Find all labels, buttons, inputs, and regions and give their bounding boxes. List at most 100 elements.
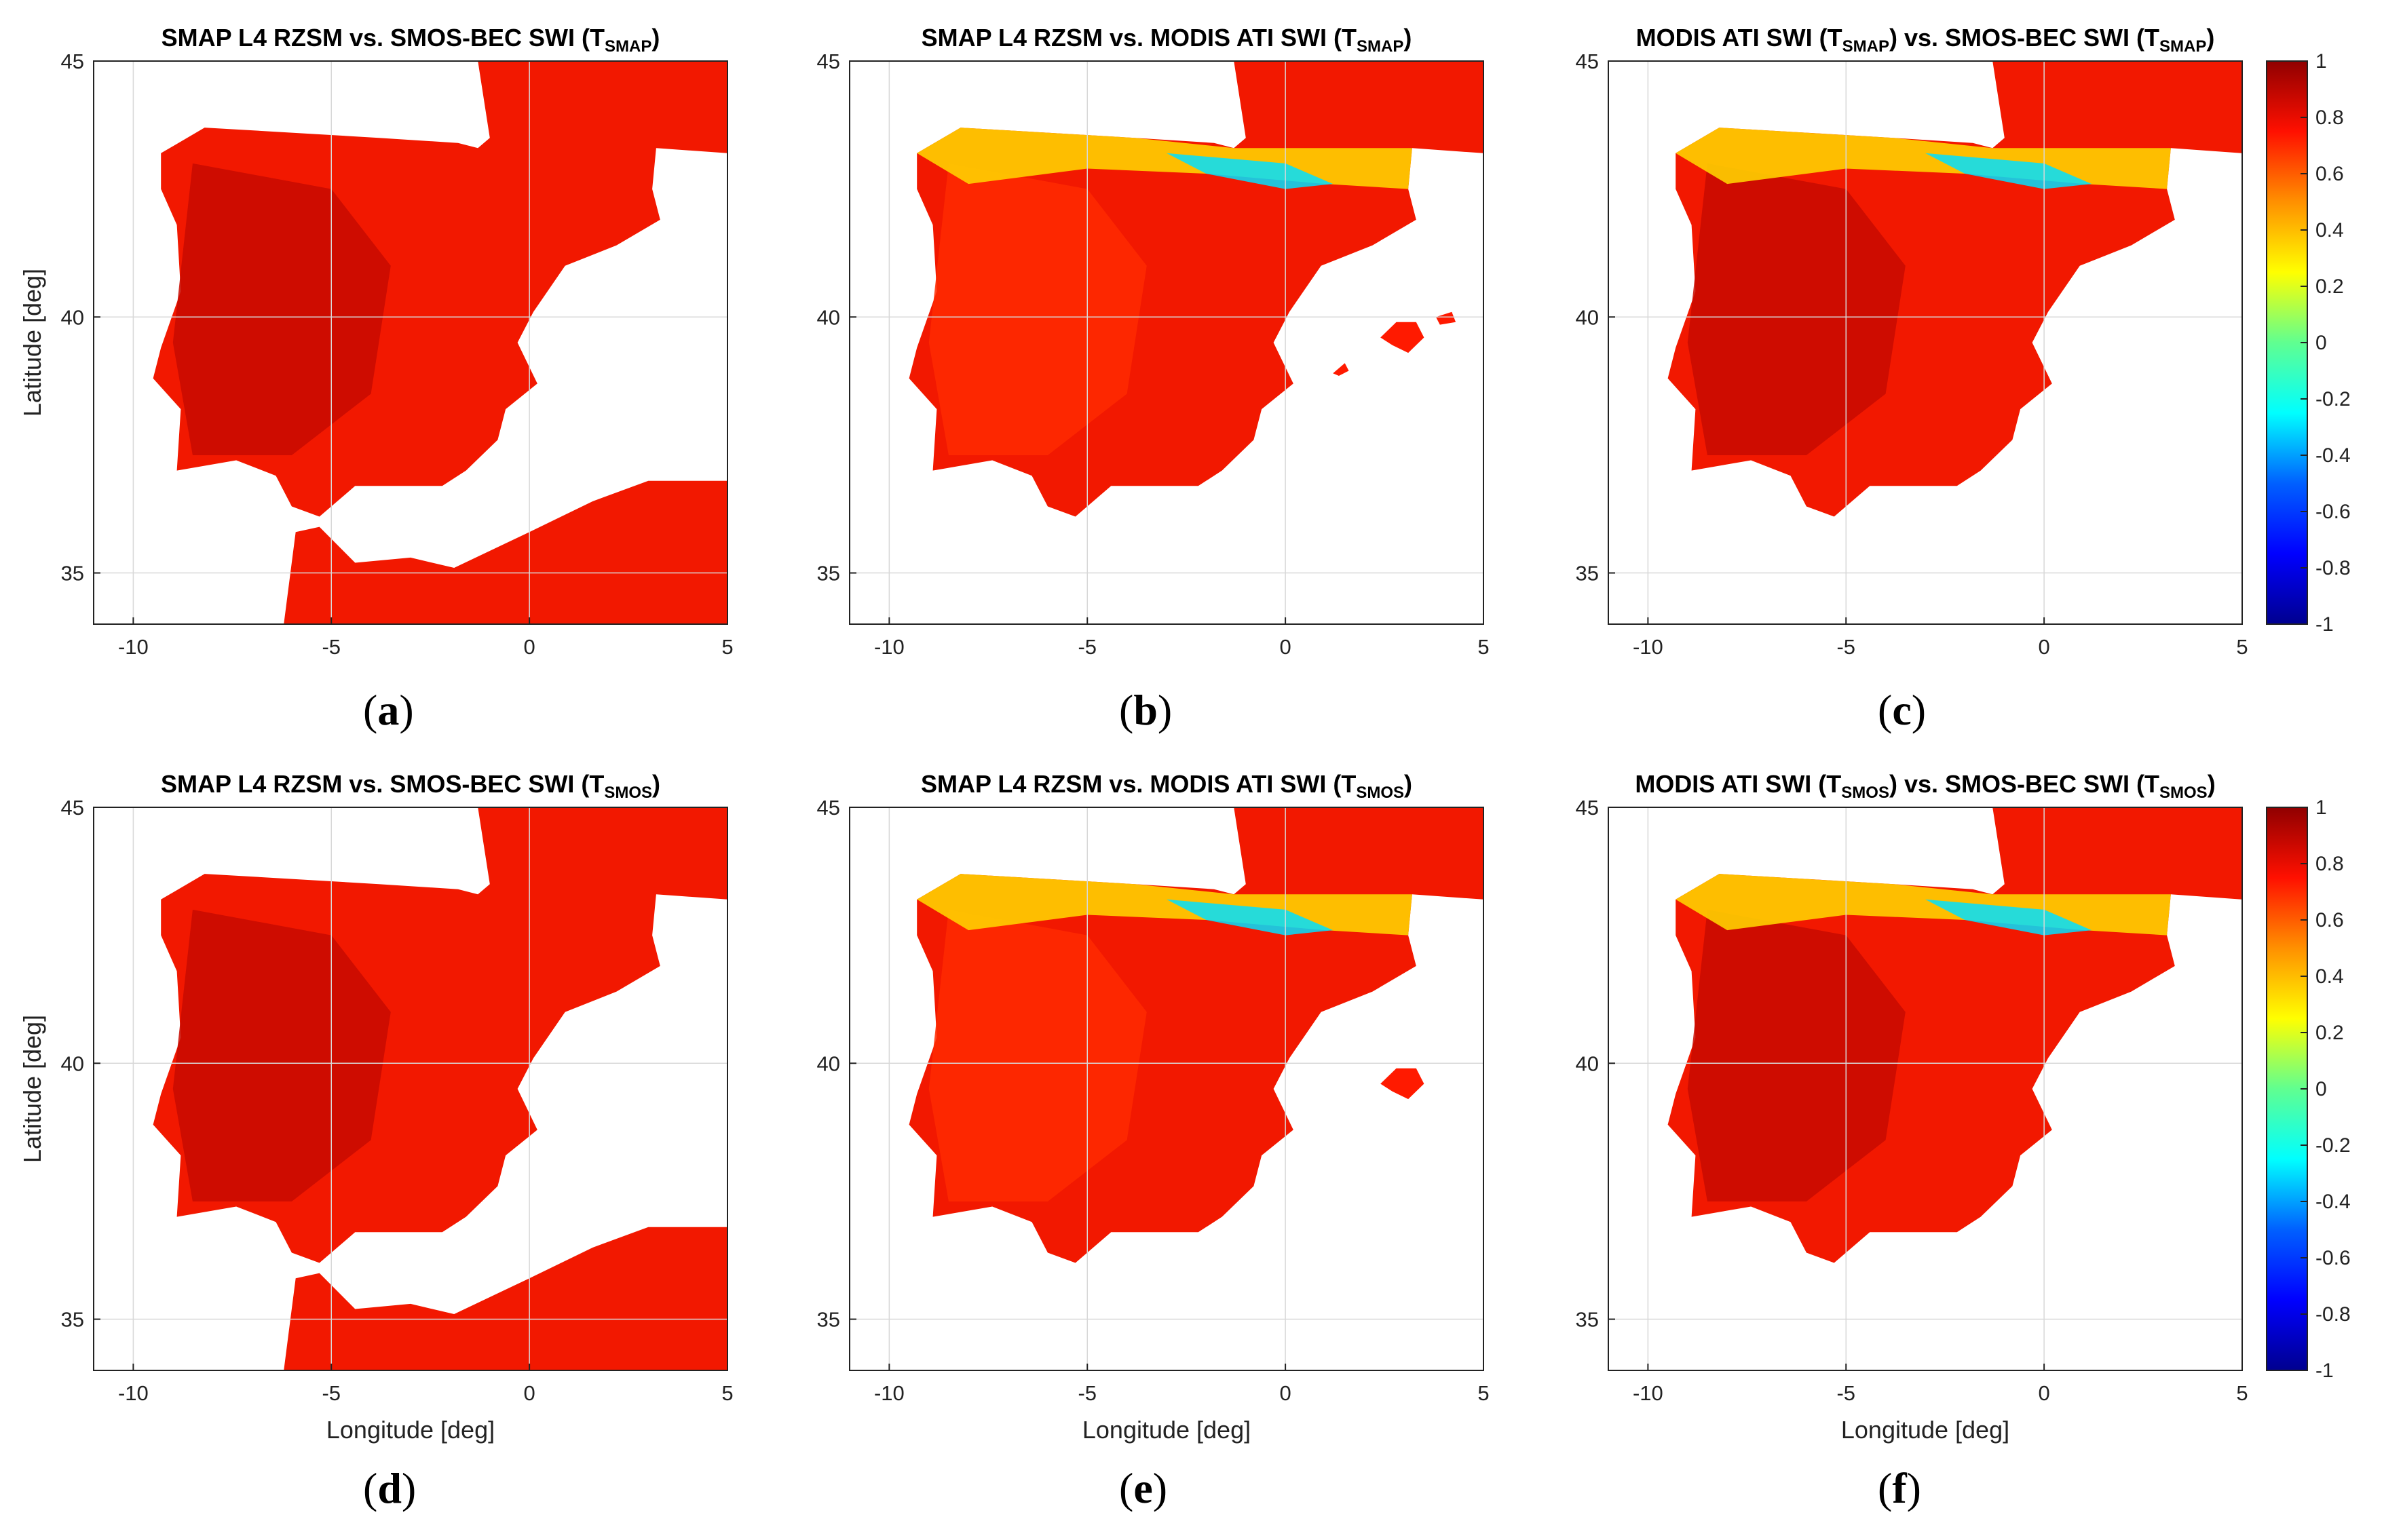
map-layer [909,61,1483,517]
balearic-island-field [1380,1068,1424,1100]
high-correlation-region [928,909,1147,1201]
negative-correlation-patch [1167,899,1333,936]
map-layer [153,807,727,1370]
panel-a: SMAP L4 RZSM vs. SMOS-BEC SWI (TSMAP) -10… [18,24,734,734]
letter-paren-close: ) [1912,686,1926,734]
x-tick-label: 5 [1477,635,1489,659]
colorbar-tick-label: 0.2 [2315,275,2344,298]
balearic-island-field [1333,363,1349,376]
y-tick-label: 35 [1576,562,1599,585]
title-text: SMAP L4 RZSM vs. MODIS ATI SWI (T [922,24,1357,52]
x-tick-label: 0 [524,1381,535,1405]
panel-letter: (a) [363,686,414,734]
letter-id: f [1892,1464,1907,1512]
title-text: ) [1404,770,1412,798]
letter-paren-open: ( [1119,686,1133,734]
panel-letter: (b) [1119,686,1172,734]
colorbar-tick-label: 0.4 [2315,965,2344,988]
y-tick-label: 45 [61,796,84,820]
letter-id: c [1892,686,1911,734]
title-text: SMAP L4 RZSM vs. SMOS-BEC SWI (T [162,24,605,52]
x-tick-label: 0 [2039,635,2050,659]
colorbar-tick-label: -1 [2315,1360,2334,1382]
y-tick-label: 40 [61,305,84,329]
negative-correlation-patch [1925,153,2092,189]
y-tick-label: 40 [1576,1052,1599,1075]
x-tick-label: -5 [1078,635,1097,659]
panel-title: MODIS ATI SWI (TSMAP) vs. SMOS-BEC SWI (… [1636,24,2215,56]
x-tick-label: -5 [322,1381,341,1405]
letter-paren-close: ) [1158,686,1172,734]
axes-box [849,60,1484,625]
title-text: ) vs. SMOS-BEC SWI (T [1889,24,2159,52]
title-subscript: SMAP [1357,37,1403,56]
colorbar-tick-label: 0.8 [2315,853,2344,875]
x-tick-label: -10 [118,1381,149,1405]
letter-id: b [1133,686,1158,734]
x-tick-label: 5 [2236,635,2248,659]
panel-letter: (f) [1878,1464,1921,1512]
colorbar-tick-label: -0.2 [2315,1134,2351,1157]
colorbar-tick-label: 0.6 [2315,909,2344,931]
letter-paren-open: ( [363,1464,377,1512]
letter-paren-open: ( [1878,1464,1892,1512]
y-tick-label: 35 [1576,1308,1599,1332]
letter-paren-open: ( [363,686,377,734]
colorbar-tick-label: 0 [2315,332,2327,354]
letter-paren-open: ( [1878,686,1892,734]
title-text: ) [2208,770,2216,798]
colorbar-tick-label: 0 [2315,1078,2327,1100]
panel-letter: (d) [363,1464,416,1512]
x-tick-label: -5 [1836,635,1855,659]
y-tick-label: 35 [817,1308,840,1332]
negative-correlation-patch [1167,153,1333,189]
panels-layer: SMAP L4 RZSM vs. SMOS-BEC SWI (TSMAP)-10… [18,24,2351,1512]
axes-box [1608,60,2243,625]
colorbar-tick-label: -0.2 [2315,388,2351,410]
panel-title: SMAP L4 RZSM vs. MODIS ATI SWI (TSMAP) [922,24,1412,56]
y-axis-label: Latitude [deg] [18,1015,46,1163]
title-text: ) vs. SMOS-BEC SWI (T [1889,770,2159,798]
y-tick-label: 40 [817,305,840,329]
balearic-island-field [1380,322,1424,353]
x-tick-label: 0 [524,635,535,659]
x-tick-label: 0 [1280,635,1291,659]
x-axis-label: Longitude [deg] [1841,1416,2009,1444]
colorbar-tick-label: 1 [2315,796,2327,819]
x-tick-label: -5 [1836,1381,1855,1405]
x-tick-label: 0 [1280,1381,1291,1405]
title-subscript: SMOS [1841,784,1889,802]
x-tick-label: -5 [322,635,341,659]
colorbar-tick-label: -0.4 [2315,444,2351,467]
high-correlation-region [1687,909,1906,1201]
x-tick-label: 5 [721,635,733,659]
title-text: ) [651,24,660,52]
map-layer [909,807,1483,1263]
axes-box [93,60,728,625]
title-subscript: SMOS [2159,784,2208,802]
x-tick-label: -10 [118,635,149,659]
colorbar-tick-label: 0.6 [2315,163,2344,185]
panel-title: SMAP L4 RZSM vs. SMOS-BEC SWI (TSMAP) [162,24,660,56]
colorbar-tick-label: -0.6 [2315,1247,2351,1269]
x-tick-label: -5 [1078,1381,1097,1405]
colorbar-tick-label: 1 [2315,50,2327,73]
letter-paren-close: ) [1153,1464,1167,1512]
title-subscript: SMAP [2159,37,2206,56]
colorbar-tick-label: -0.6 [2315,501,2351,523]
panel-f: MODIS ATI SWI (TSMOS) vs. SMOS-BEC SWI (… [1576,770,2351,1512]
title-text: ) [652,770,660,798]
y-tick-label: 40 [1576,305,1599,329]
map-layer [1667,61,2242,517]
balearic-island-field [1435,311,1456,325]
colorbar-tick-label: -0.8 [2315,1303,2351,1326]
letter-id: a [377,686,399,734]
panel-title: SMAP L4 RZSM vs. SMOS-BEC SWI (TSMOS) [161,770,660,802]
panel-e: SMAP L4 RZSM vs. MODIS ATI SWI (TSMOS) -1… [817,770,1490,1512]
title-subscript: SMOS [1356,784,1404,802]
x-tick-label: 0 [2039,1381,2050,1405]
y-tick-label: 40 [61,1052,84,1075]
panel-letter: (c) [1878,686,1926,734]
y-axis-label: Latitude [deg] [18,269,46,417]
